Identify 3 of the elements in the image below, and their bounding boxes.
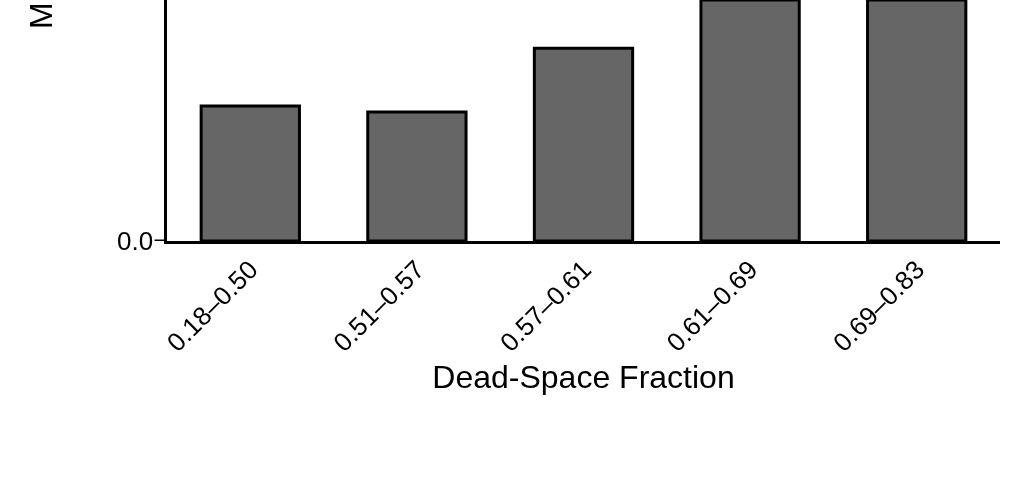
x-axis-title: Dead-Space Fraction xyxy=(432,359,735,396)
y-axis-title: M xyxy=(22,2,59,29)
text: 0.0 xyxy=(117,226,154,256)
